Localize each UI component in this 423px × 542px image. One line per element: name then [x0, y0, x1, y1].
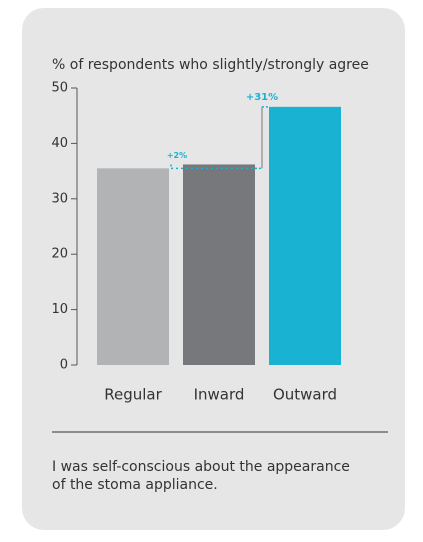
bar	[183, 164, 255, 365]
x-tick-label: Outward	[273, 386, 337, 404]
y-tick-label: 0	[60, 358, 68, 373]
annotation-label: +31%	[246, 92, 278, 103]
x-tick-label: Inward	[194, 386, 245, 404]
bar	[97, 168, 169, 365]
bar	[269, 106, 341, 365]
caption-line: of the stoma appliance.	[52, 477, 218, 493]
y-tick-label: 20	[51, 247, 68, 262]
caption-line: I was self-conscious about the appearanc…	[52, 459, 350, 475]
y-tick-label: 40	[51, 136, 68, 151]
annotation-label: +2%	[167, 151, 187, 160]
x-tick-label: Regular	[104, 386, 162, 404]
y-tick-label: 50	[51, 81, 68, 96]
y-tick-label: 10	[51, 302, 68, 317]
chart-title: % of respondents who slightly/strongly a…	[52, 57, 369, 73]
y-tick-label: 30	[51, 191, 68, 206]
